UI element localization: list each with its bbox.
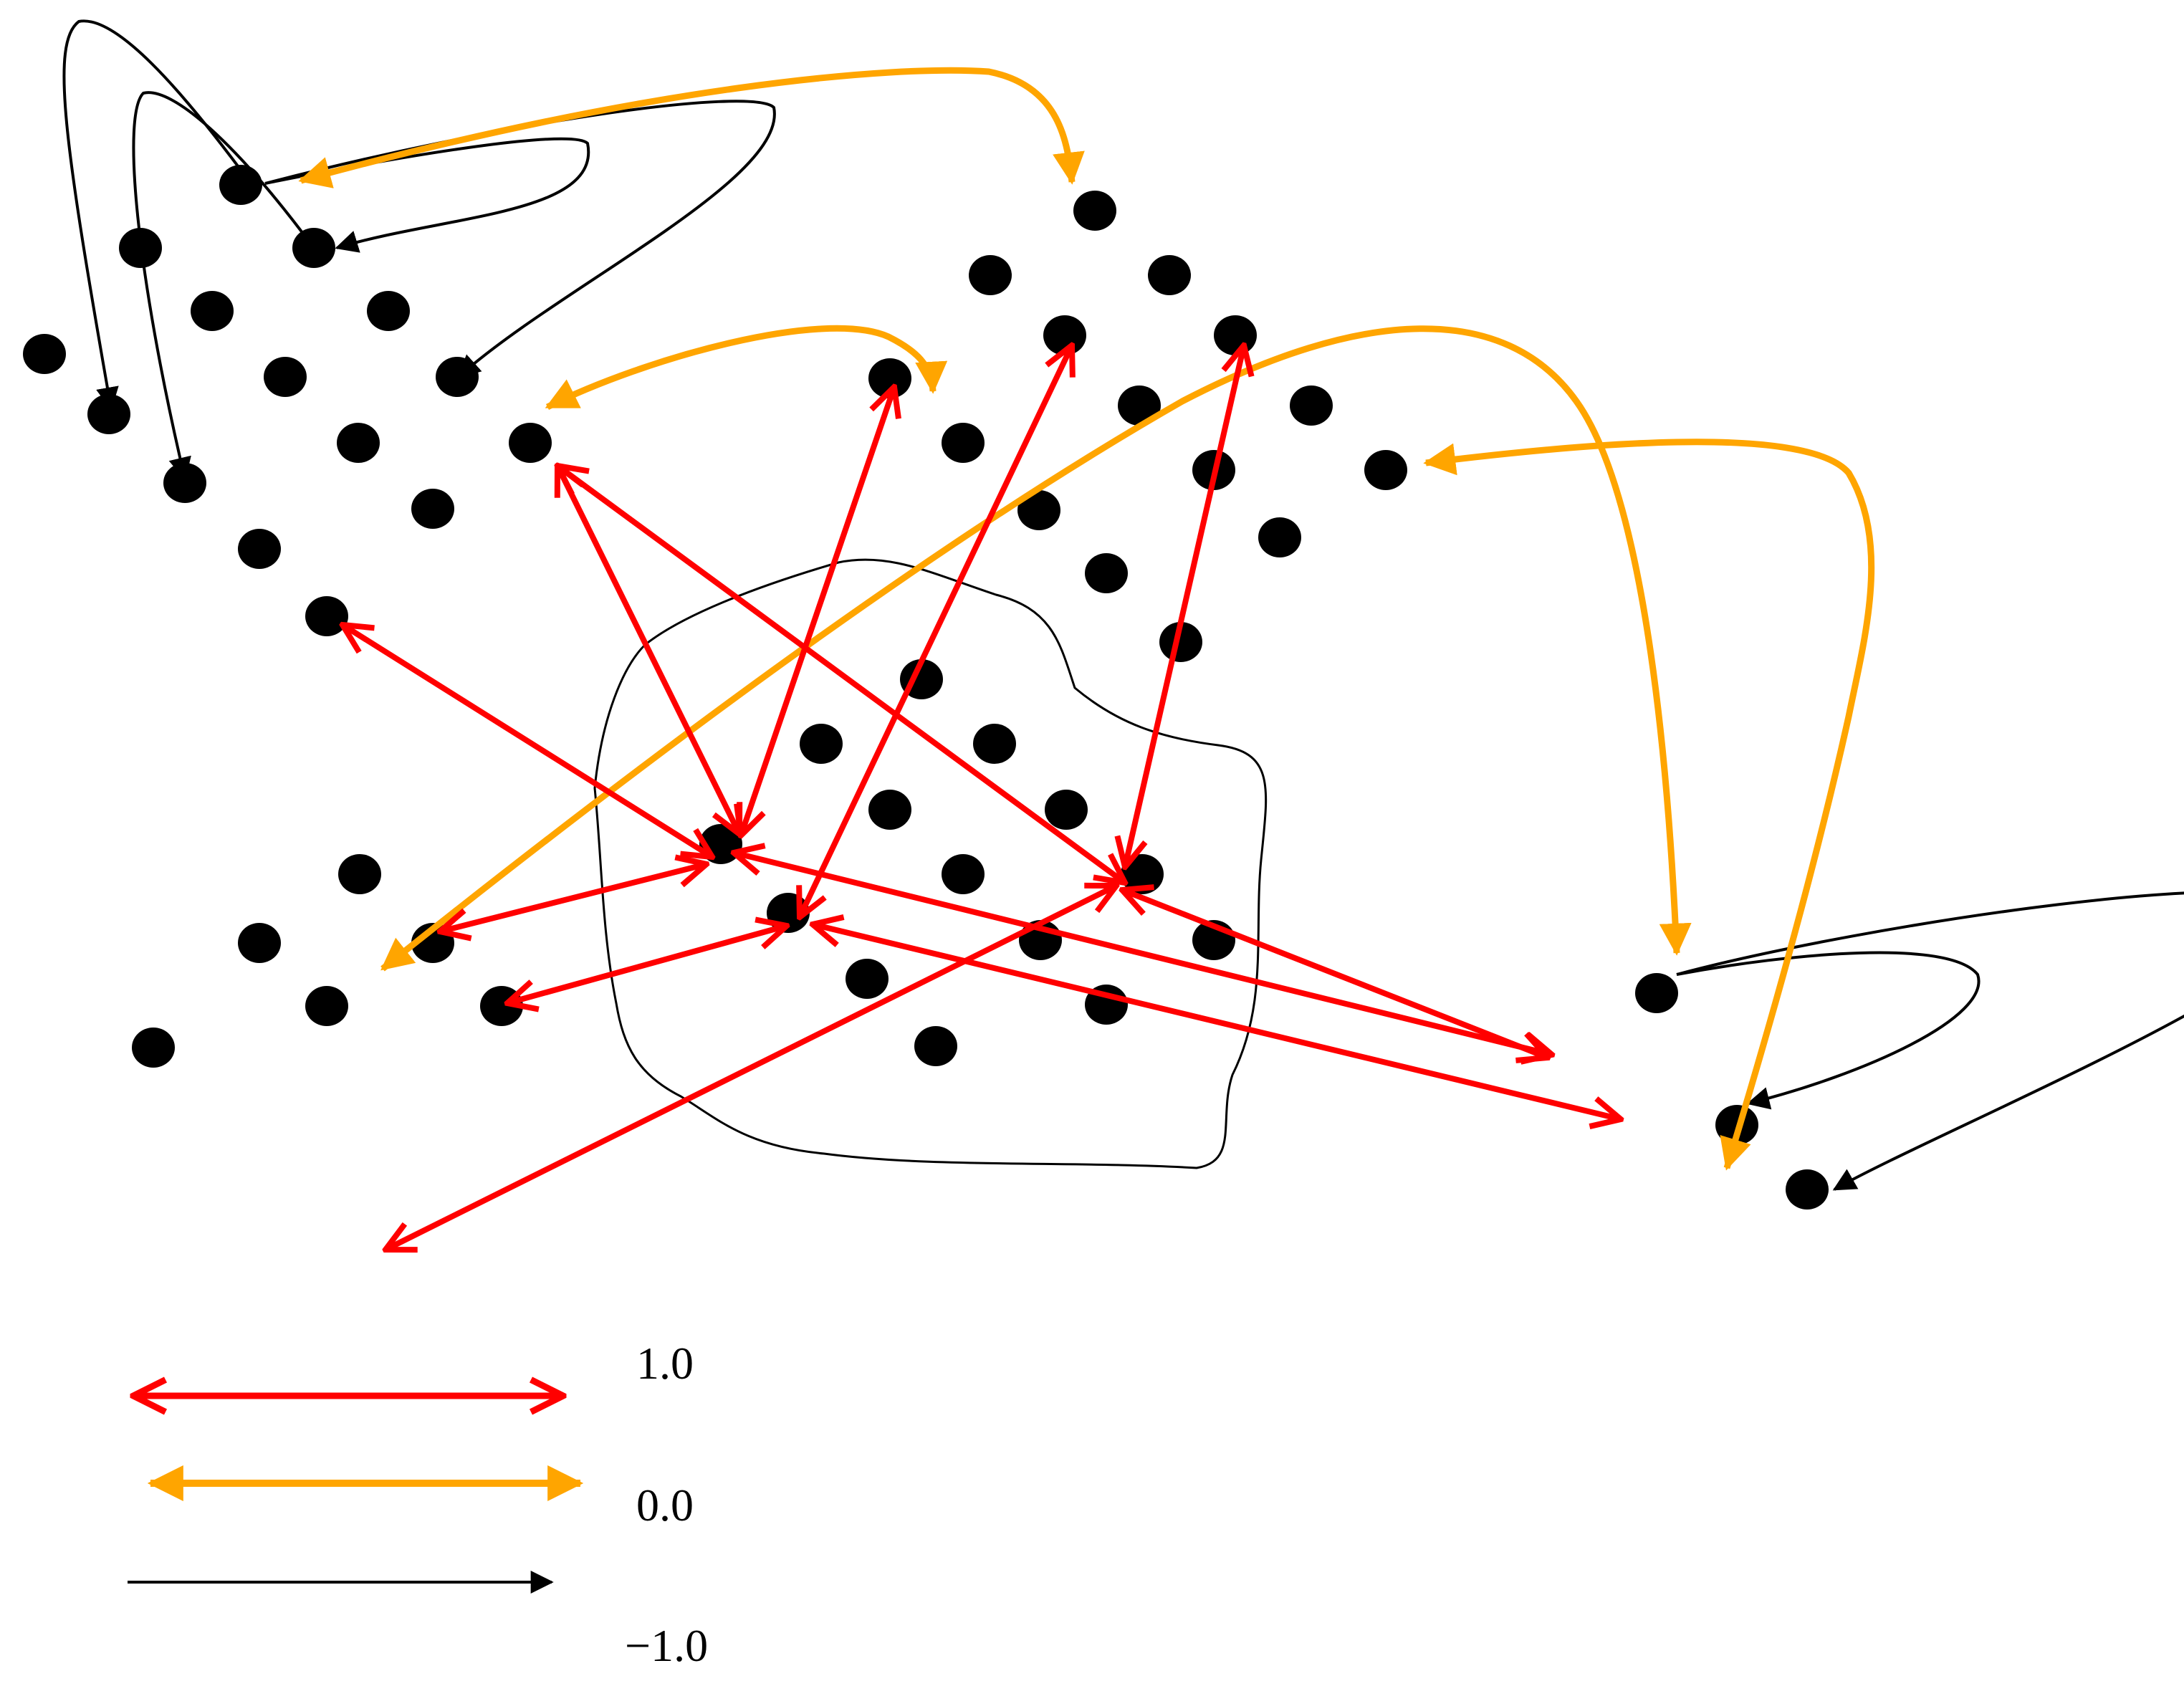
node <box>411 489 454 529</box>
node <box>337 423 380 463</box>
legend-label-negative: −1.0 <box>625 1620 708 1671</box>
nodes <box>23 165 1829 1210</box>
negative-link <box>62 19 252 411</box>
node <box>436 357 479 397</box>
node <box>1290 385 1333 426</box>
legend: 1.0 0.0 −1.0 <box>128 1338 708 1671</box>
node <box>1045 790 1088 830</box>
node <box>1635 973 1678 1013</box>
neutral-link <box>380 325 1692 972</box>
neutral-link <box>1423 439 1875 1171</box>
node <box>132 1028 175 1068</box>
node <box>305 986 348 1026</box>
node <box>163 463 206 503</box>
node <box>973 724 1016 764</box>
positive-link <box>1125 345 1244 867</box>
node <box>219 165 262 205</box>
positive-link <box>800 345 1072 917</box>
node <box>1214 315 1257 355</box>
node <box>942 423 985 463</box>
legend-label-positive: 1.0 <box>636 1338 694 1389</box>
node <box>1148 255 1191 295</box>
node <box>1258 517 1301 557</box>
node <box>264 357 307 397</box>
node <box>238 923 281 963</box>
node <box>1043 315 1086 355</box>
node <box>480 986 523 1026</box>
node <box>238 529 281 569</box>
positive-links <box>343 345 1621 1250</box>
positive-link <box>343 625 712 857</box>
node <box>914 1026 957 1066</box>
node <box>846 959 889 999</box>
negative-link <box>1676 891 2184 1191</box>
node <box>1073 191 1116 231</box>
node <box>1085 553 1128 593</box>
negative-links <box>62 19 2184 1191</box>
legend-label-neutral: 0.0 <box>636 1480 694 1531</box>
positive-link <box>385 886 1116 1250</box>
negative-link <box>132 91 315 481</box>
positive-link <box>507 926 787 1003</box>
node <box>191 291 234 331</box>
node <box>800 724 843 764</box>
node <box>1364 450 1407 490</box>
node <box>868 790 911 830</box>
node <box>23 334 66 374</box>
node <box>942 854 985 894</box>
positive-link <box>1122 890 1548 1058</box>
node <box>305 596 348 636</box>
node <box>1786 1169 1829 1210</box>
node <box>509 423 552 463</box>
negative-link <box>1676 951 1981 1110</box>
node <box>367 291 410 331</box>
node <box>969 255 1012 295</box>
positive-link <box>440 864 707 932</box>
neutral-link <box>298 67 1085 188</box>
node <box>338 854 381 894</box>
